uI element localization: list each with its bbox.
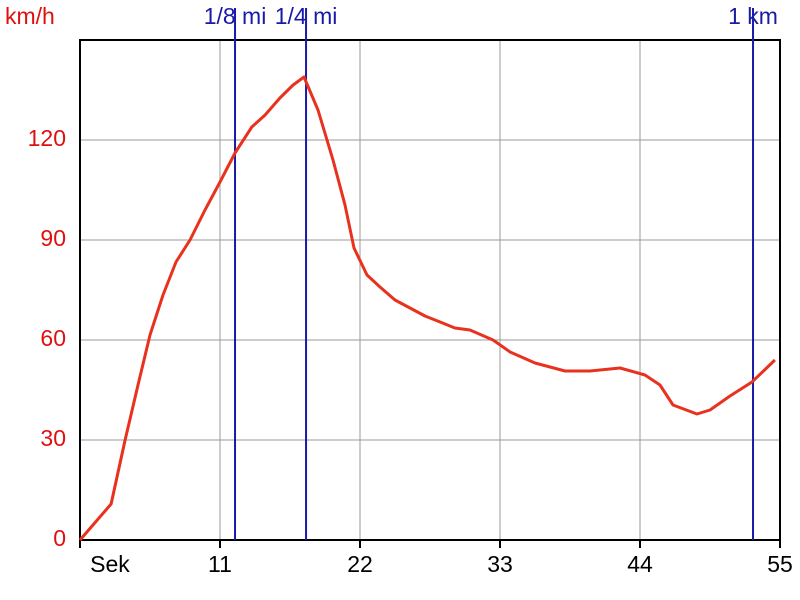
x-tick-label: 33 (487, 551, 513, 577)
y-tick-label: 120 (28, 125, 66, 151)
x-tick-label: 55 (767, 551, 793, 577)
y-axis-label: km/h (5, 3, 55, 29)
speed-line (78, 75, 776, 541)
y-tick-label: 0 (53, 525, 66, 551)
x-tick-label: 22 (347, 551, 373, 577)
x-tick-label: 44 (627, 551, 653, 577)
distance-marker-label: 1/8 mi (204, 3, 267, 29)
y-tick-label: 60 (40, 325, 66, 351)
distance-marker-label: 1 km (728, 3, 778, 29)
x-tick-label: Sek (90, 551, 130, 577)
y-tick-label: 30 (40, 425, 66, 451)
distance-marker-label: 1/4 mi (275, 3, 338, 29)
plot-frame (79, 39, 781, 541)
x-tick-label: 11 (208, 551, 232, 577)
y-tick-label: 90 (40, 225, 66, 251)
